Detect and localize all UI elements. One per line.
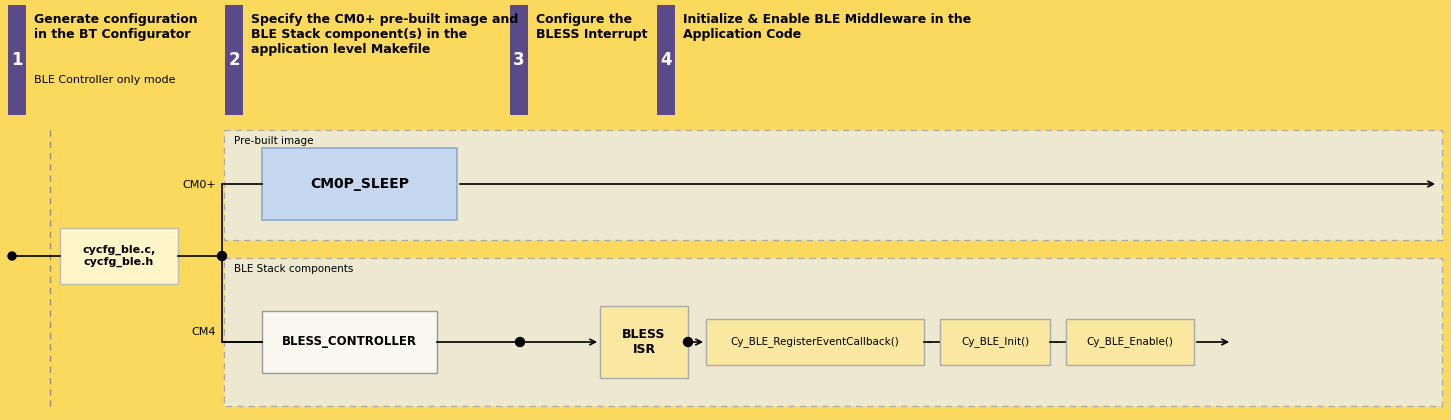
Bar (263, 148, 457, 220)
Text: Cy_BLE_Enable(): Cy_BLE_Enable() (1087, 336, 1174, 347)
Text: BLE Controller only mode: BLE Controller only mode (33, 75, 176, 85)
Text: Specify the CM0+ pre-built image and
BLE Stack component(s) in the
application l: Specify the CM0+ pre-built image and BLE… (251, 13, 518, 56)
Text: Configure the
BLESS Interrupt: Configure the BLESS Interrupt (535, 13, 647, 41)
Bar (940, 319, 1051, 365)
Text: 3: 3 (514, 51, 525, 69)
Bar (263, 311, 437, 373)
Circle shape (515, 338, 524, 346)
Text: cycfg_ble.c,
cycfg_ble.h: cycfg_ble.c, cycfg_ble.h (83, 245, 155, 267)
Text: Generate configuration
in the BT Configurator: Generate configuration in the BT Configu… (33, 13, 197, 41)
Text: CM0P_SLEEP: CM0P_SLEEP (311, 177, 409, 191)
Bar (59, 228, 178, 284)
Text: CM4: CM4 (192, 327, 216, 337)
Bar (9, 5, 26, 115)
Text: BLESS_CONTROLLER: BLESS_CONTROLLER (281, 336, 416, 349)
Text: Initialize & Enable BLE Middleware in the
Application Code: Initialize & Enable BLE Middleware in th… (683, 13, 971, 41)
Text: Cy_BLE_RegisterEventCallback(): Cy_BLE_RegisterEventCallback() (731, 336, 900, 347)
Text: –: – (926, 337, 932, 347)
Text: BLE Stack components: BLE Stack components (234, 264, 354, 274)
Circle shape (9, 252, 16, 260)
Bar (223, 258, 1442, 406)
Circle shape (218, 252, 226, 260)
Bar (223, 130, 1442, 240)
Bar (707, 319, 924, 365)
Text: –: – (1052, 337, 1058, 347)
Text: CM0+: CM0+ (183, 180, 216, 190)
Text: Pre-built image: Pre-built image (234, 136, 313, 146)
Text: BLESS
ISR: BLESS ISR (622, 328, 666, 356)
Bar (1066, 319, 1194, 365)
Circle shape (683, 338, 692, 346)
Bar (225, 5, 242, 115)
Text: Cy_BLE_Init(): Cy_BLE_Init() (961, 336, 1029, 347)
Text: 4: 4 (660, 51, 672, 69)
Bar (601, 306, 688, 378)
Bar (657, 5, 675, 115)
Text: 1: 1 (12, 51, 23, 69)
Text: 2: 2 (228, 51, 239, 69)
Bar (509, 5, 528, 115)
